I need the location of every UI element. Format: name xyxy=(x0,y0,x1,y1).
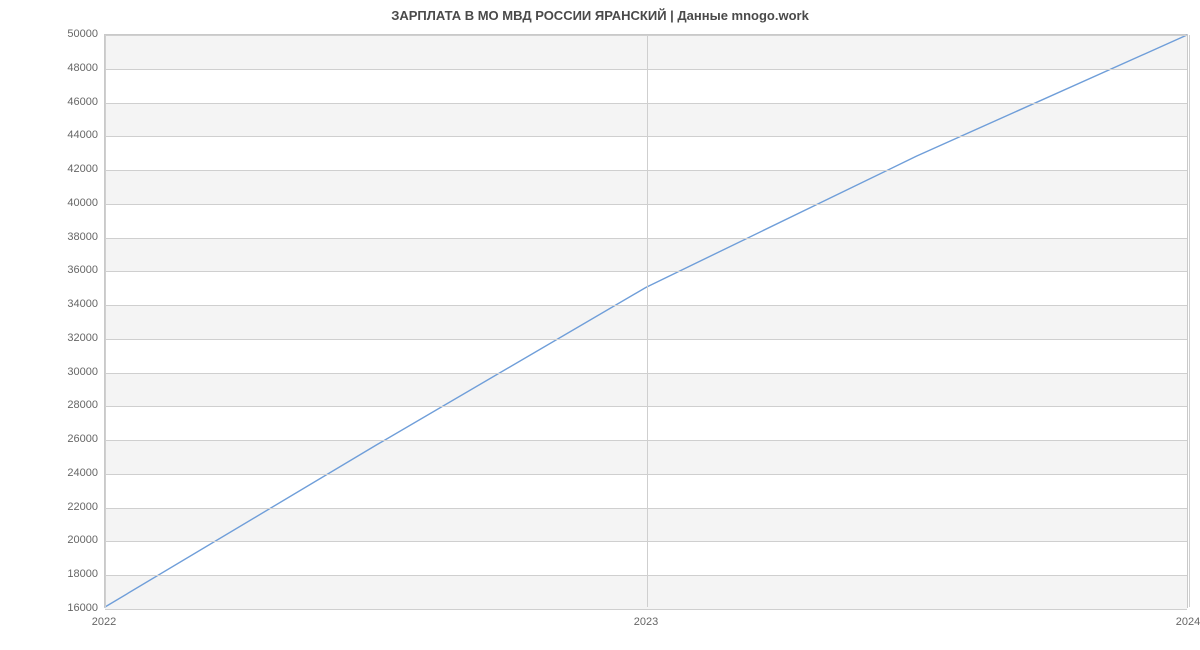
line-series-layer xyxy=(105,35,1187,607)
y-tick-label: 40000 xyxy=(67,197,98,209)
x-gridline xyxy=(105,35,106,607)
y-tick-label: 50000 xyxy=(67,28,98,40)
y-gridline xyxy=(105,136,1187,137)
y-tick-label: 36000 xyxy=(67,264,98,276)
y-tick-label: 22000 xyxy=(67,501,98,513)
y-gridline xyxy=(105,35,1187,36)
y-gridline xyxy=(105,508,1187,509)
y-tick-label: 32000 xyxy=(67,332,98,344)
y-tick-label: 34000 xyxy=(67,298,98,310)
y-tick-label: 16000 xyxy=(67,602,98,614)
x-gridline xyxy=(1189,35,1190,607)
y-gridline xyxy=(105,204,1187,205)
chart-title: ЗАРПЛАТА В МО МВД РОССИИ ЯРАНСКИЙ | Данн… xyxy=(0,8,1200,23)
y-tick-label: 28000 xyxy=(67,399,98,411)
y-gridline xyxy=(105,440,1187,441)
series-line-salary xyxy=(105,35,1187,607)
y-gridline xyxy=(105,103,1187,104)
y-gridline xyxy=(105,406,1187,407)
y-tick-label: 30000 xyxy=(67,366,98,378)
y-gridline xyxy=(105,238,1187,239)
y-gridline xyxy=(105,271,1187,272)
y-gridline xyxy=(105,541,1187,542)
y-tick-label: 42000 xyxy=(67,163,98,175)
x-gridline xyxy=(647,35,648,607)
y-tick-label: 38000 xyxy=(67,231,98,243)
plot-area xyxy=(104,34,1188,608)
y-tick-label: 20000 xyxy=(67,534,98,546)
y-tick-label: 18000 xyxy=(67,568,98,580)
y-gridline xyxy=(105,474,1187,475)
y-tick-label: 44000 xyxy=(67,129,98,141)
y-gridline xyxy=(105,609,1187,610)
y-gridline xyxy=(105,69,1187,70)
x-tick-label: 2023 xyxy=(634,616,658,628)
y-gridline xyxy=(105,373,1187,374)
y-tick-label: 24000 xyxy=(67,467,98,479)
x-tick-label: 2022 xyxy=(92,616,116,628)
y-tick-label: 46000 xyxy=(67,96,98,108)
y-tick-label: 48000 xyxy=(67,62,98,74)
y-gridline xyxy=(105,305,1187,306)
y-gridline xyxy=(105,575,1187,576)
y-gridline xyxy=(105,170,1187,171)
salary-chart: ЗАРПЛАТА В МО МВД РОССИИ ЯРАНСКИЙ | Данн… xyxy=(0,0,1200,650)
y-gridline xyxy=(105,339,1187,340)
x-tick-label: 2024 xyxy=(1176,616,1200,628)
y-tick-label: 26000 xyxy=(67,433,98,445)
